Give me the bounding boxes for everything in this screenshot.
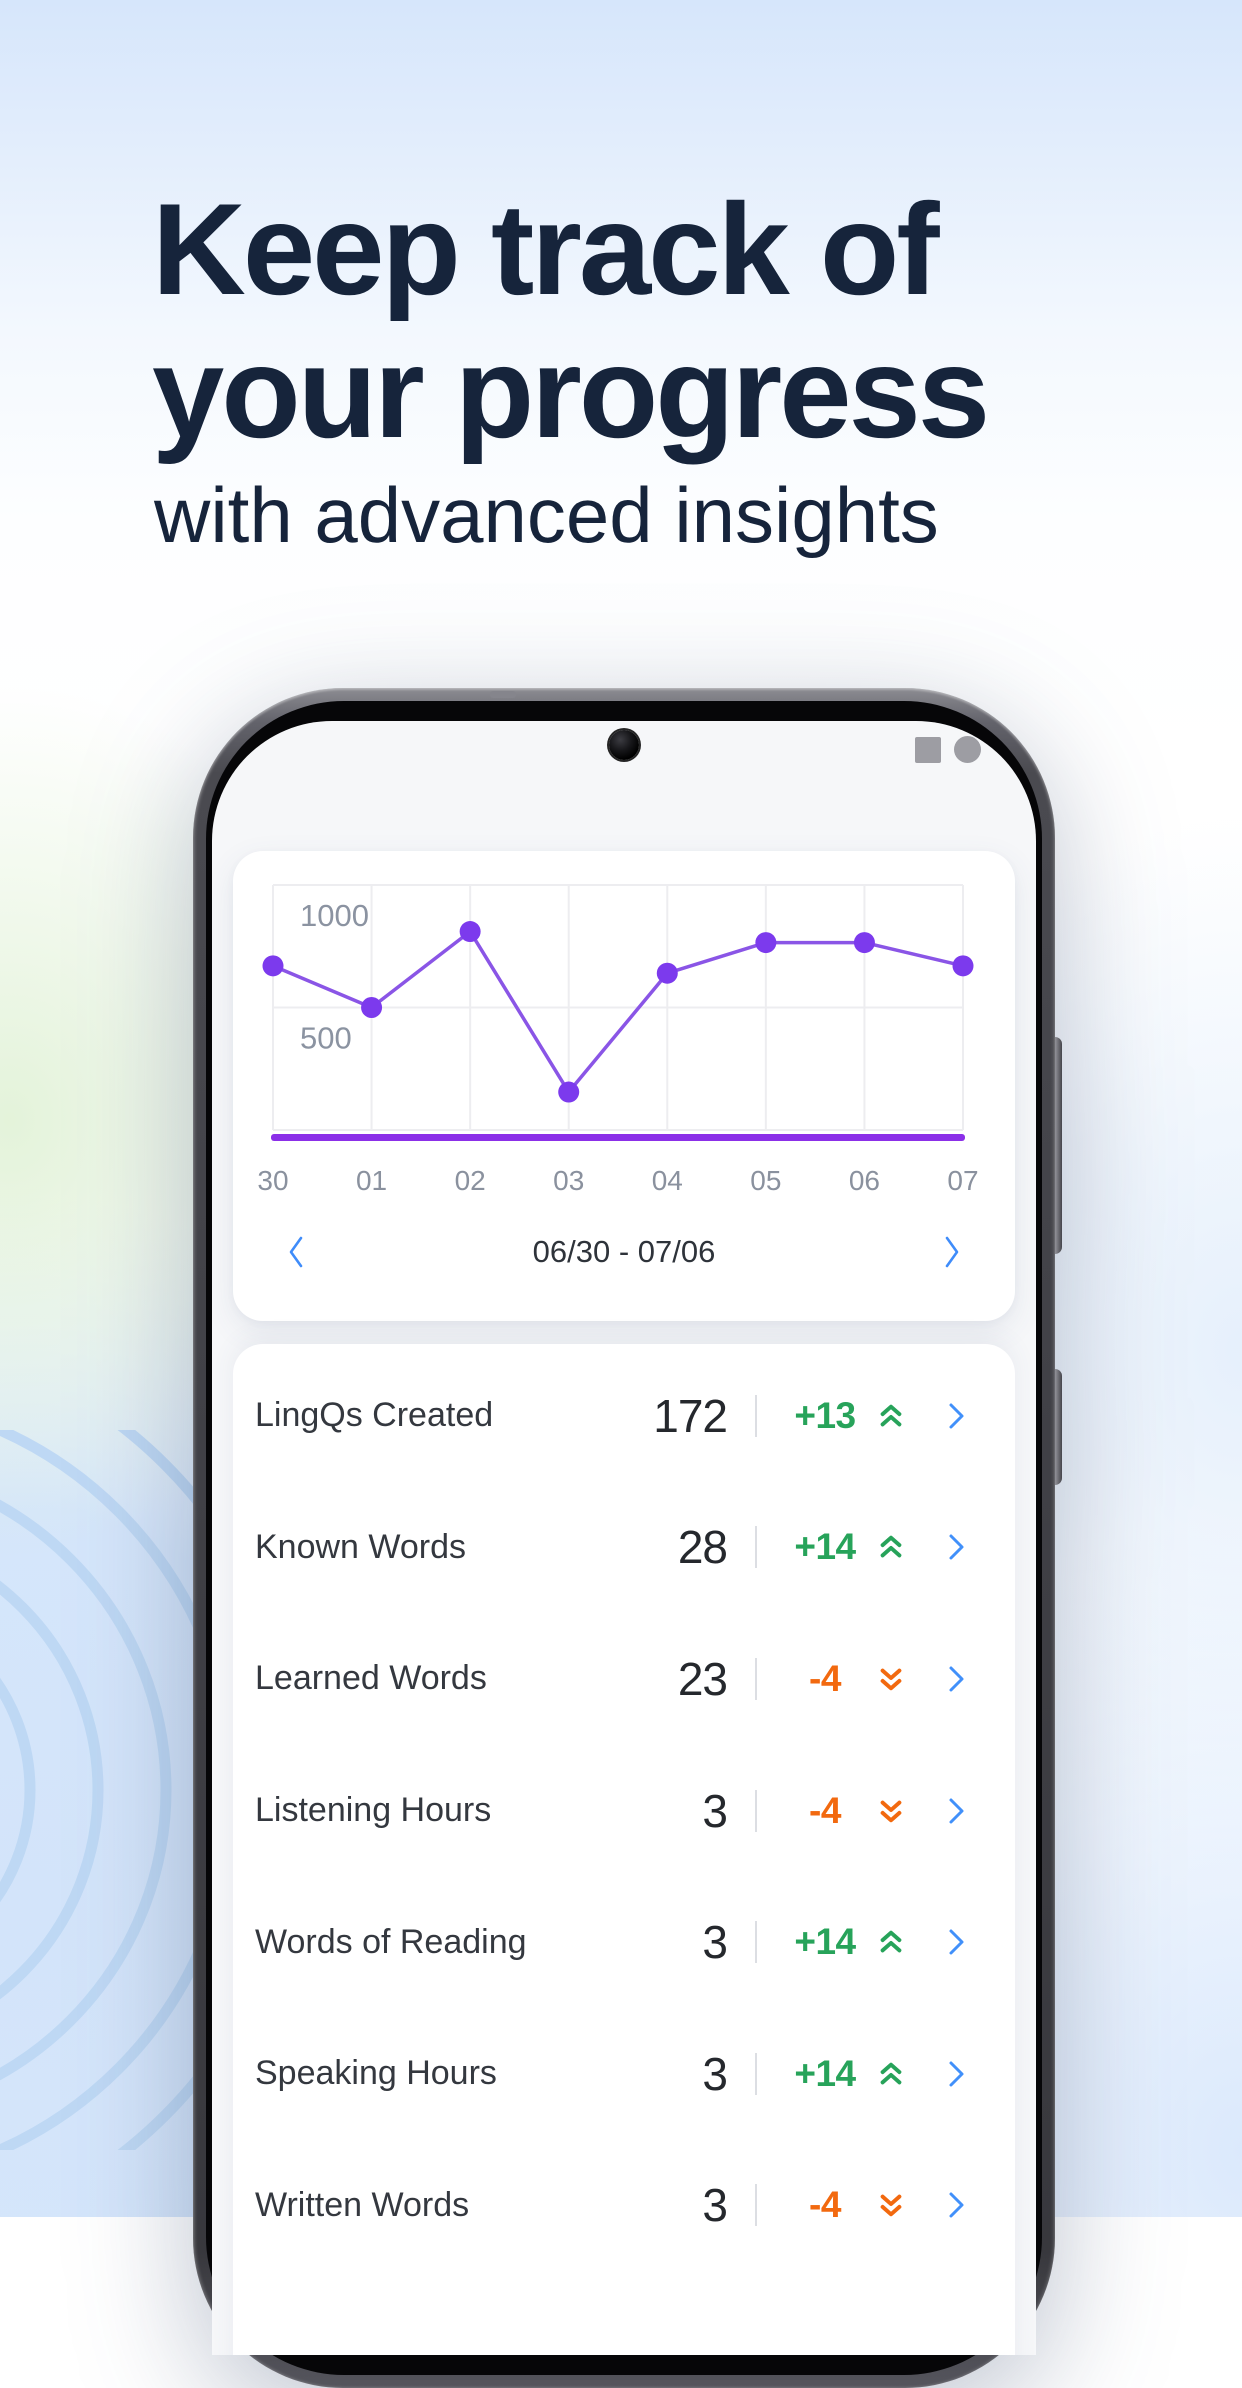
divider — [755, 1394, 757, 1437]
chevron-right-icon — [949, 1798, 964, 1824]
divider — [755, 2052, 757, 2095]
stat-label: Learned Words — [255, 1659, 487, 1698]
x-tick-label: 06 — [848, 1165, 880, 1196]
trend-up-icon — [877, 1402, 905, 1430]
trend-up-icon — [877, 1928, 905, 1956]
stat-row[interactable]: Listening Hours 3 -4 — [255, 1745, 967, 1877]
stat-row[interactable]: Written Words 3 -4 — [255, 2140, 967, 2272]
divider — [755, 2184, 757, 2227]
subheadline: with advanced insights — [154, 471, 939, 559]
divider — [755, 1657, 757, 1700]
divider — [755, 1789, 757, 1832]
stat-delta: +14 — [794, 1526, 856, 1568]
prev-week-button[interactable] — [279, 1224, 313, 1280]
front-camera-icon — [609, 730, 639, 760]
trend-up-icon — [877, 1533, 905, 1561]
x-tick-label: 07 — [947, 1165, 979, 1196]
stat-value: 3 — [702, 2179, 728, 2232]
row-chevron-button[interactable] — [947, 2189, 967, 2221]
chevron-right-icon — [949, 2192, 964, 2218]
x-tick-label: 03 — [553, 1165, 585, 1196]
divider — [755, 1921, 757, 1964]
x-axis-labels: 30 01 02 03 04 05 06 07 — [233, 1165, 1015, 1205]
stat-row[interactable]: Words of Reading 3 +14 — [255, 1876, 967, 2008]
stat-value: 23 — [677, 1652, 728, 1705]
row-chevron-button[interactable] — [947, 1663, 967, 1695]
row-chevron-button[interactable] — [947, 1795, 967, 1827]
stats-list-card: LingQs Created 172 +13 Known Words 28 +1… — [233, 1344, 1015, 2355]
triangle-icon — [994, 738, 1022, 761]
svg-text:500: 500 — [300, 1021, 352, 1056]
stat-row[interactable]: Known Words 28 +14 — [255, 1482, 967, 1614]
headline: Keep track of your progress — [152, 176, 990, 465]
stat-value: 172 — [653, 1389, 728, 1442]
stat-value: 3 — [702, 1784, 728, 1837]
x-tick-label: 01 — [355, 1165, 388, 1196]
phone-bezel: 1000 500 30 01 02 03 04 05 06 07 06/30 - 07/06 — [206, 701, 1042, 2375]
row-chevron-button[interactable] — [947, 1926, 967, 1958]
stat-value: 28 — [677, 1521, 728, 1574]
divider — [755, 1526, 757, 1569]
chevron-right-icon — [949, 1403, 964, 1429]
antenna-line — [490, 691, 516, 698]
x-tick-label: 05 — [750, 1165, 782, 1196]
x-tick-label: 30 — [257, 1165, 289, 1196]
headline-line2: your progress — [152, 319, 990, 465]
status-bar — [915, 736, 1022, 763]
square-icon — [915, 736, 941, 763]
row-chevron-button[interactable] — [947, 2058, 967, 2090]
stat-value: 3 — [702, 2047, 728, 2100]
phone-screen: 1000 500 30 01 02 03 04 05 06 07 06/30 - 07/06 — [212, 721, 1036, 2355]
date-navigation: 06/30 - 07/06 — [233, 1223, 1015, 1281]
stat-delta: +13 — [794, 1394, 856, 1436]
stat-delta: +14 — [794, 2052, 856, 2094]
date-range-label: 06/30 - 07/06 — [532, 1234, 716, 1269]
trend-up-icon — [877, 2060, 905, 2088]
activity-line-chart: 1000 500 — [262, 884, 974, 1141]
stat-label: Written Words — [255, 2185, 470, 2224]
chevron-right-icon — [949, 1666, 964, 1692]
phone-frame: 1000 500 30 01 02 03 04 05 06 07 06/30 - 07/06 — [193, 688, 1055, 2388]
row-chevron-button[interactable] — [947, 1400, 967, 1432]
stat-label: LingQs Created — [255, 1396, 494, 1435]
headline-line1: Keep track of — [152, 176, 940, 322]
stat-value: 3 — [702, 1916, 728, 1969]
circle-icon — [954, 736, 981, 763]
chevron-right-icon — [945, 1236, 959, 1268]
next-week-button[interactable] — [935, 1224, 969, 1280]
stat-label: Known Words — [255, 1527, 467, 1566]
stat-row[interactable]: Speaking Hours 3 +14 — [255, 2008, 967, 2140]
stats-list: LingQs Created 172 +13 Known Words 28 +1… — [255, 1350, 967, 2271]
x-tick-label: 04 — [651, 1165, 683, 1196]
stat-label: Speaking Hours — [255, 2054, 497, 2093]
chevron-right-icon — [949, 2061, 964, 2087]
progress-chart-card: 1000 500 30 01 02 03 04 05 06 07 06/30 - 07/06 — [233, 851, 1015, 1321]
stat-row[interactable]: LingQs Created 172 +13 — [255, 1350, 967, 1482]
stat-delta: -4 — [809, 1657, 841, 1699]
chevron-right-icon — [949, 1534, 964, 1560]
chevron-left-icon — [289, 1236, 303, 1268]
trend-down-icon — [877, 1797, 905, 1825]
svg-text:1000: 1000 — [300, 898, 369, 933]
trend-down-icon — [877, 2191, 905, 2219]
trend-down-icon — [877, 1665, 905, 1693]
stat-delta: -4 — [809, 1789, 841, 1831]
chevron-right-icon — [949, 1929, 964, 1955]
row-chevron-button[interactable] — [947, 1531, 967, 1563]
stat-delta: +14 — [794, 1921, 856, 1963]
stat-label: Words of Reading — [255, 1922, 527, 1961]
x-tick-label: 02 — [454, 1165, 486, 1196]
phone-mockup: 1000 500 30 01 02 03 04 05 06 07 06/30 - 07/06 — [193, 688, 1062, 2388]
stat-label: Listening Hours — [255, 1791, 492, 1830]
stat-row[interactable]: Learned Words 23 -4 — [255, 1613, 967, 1745]
stat-delta: -4 — [809, 2184, 841, 2226]
